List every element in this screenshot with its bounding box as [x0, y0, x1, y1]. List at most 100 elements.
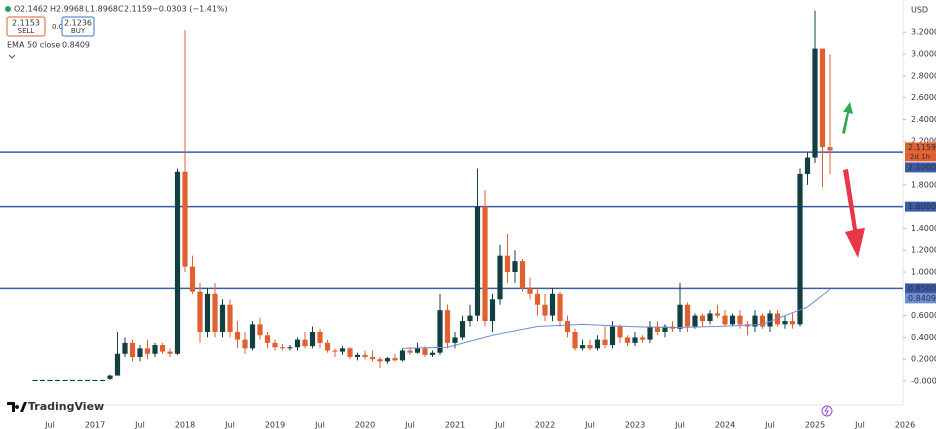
x-tick-label: 2024: [715, 421, 735, 429]
candle-body: [77, 379, 83, 382]
last-price-label: 2.1159: [908, 143, 936, 152]
last-price-label-box: [905, 142, 936, 153]
hline-label: 2.1000: [908, 163, 936, 172]
ohlc-value: 1.8968: [90, 5, 118, 14]
ohlc-label: C: [118, 5, 124, 14]
candle-body: [752, 315, 758, 327]
hline-label: 1.6000: [908, 202, 936, 211]
candle-body: [377, 359, 383, 362]
candle-body: [429, 352, 436, 355]
candle-body: [474, 206, 481, 316]
candle-body: [129, 342, 136, 358]
candle-body: [137, 348, 143, 358]
x-tick-label: 2022: [535, 421, 555, 429]
candle-body: [84, 379, 91, 382]
candle-body: [212, 293, 218, 332]
candle-body: [167, 351, 173, 354]
candle-body: [414, 348, 421, 353]
y-tick-label: 0.2000: [911, 355, 936, 364]
candle-body: [332, 350, 338, 352]
candle-body: [797, 173, 803, 325]
candle-body: [489, 299, 496, 322]
candle-body: [782, 321, 788, 325]
y-tick-label: 1.2000: [911, 246, 936, 255]
x-tick-label: Jul: [584, 421, 595, 429]
hline-label-box: [905, 162, 936, 173]
y-tick-label: 2.6000: [911, 93, 936, 102]
candle-body: [767, 313, 773, 327]
candle-body: [399, 350, 406, 361]
candle-body: [242, 339, 248, 349]
candle-body: [234, 331, 241, 340]
x-tick-label: 2025: [805, 421, 825, 429]
candle-body: [549, 293, 556, 316]
candle-body: [54, 379, 61, 382]
candle-body: [617, 326, 623, 338]
event-icon[interactable]: [821, 405, 833, 417]
candle-body: [804, 157, 811, 174]
currency: USD: [911, 6, 928, 15]
x-tick-label: Jul: [674, 421, 685, 429]
countdown: 2d 1h: [910, 153, 930, 161]
candle-body: [204, 293, 211, 332]
candle-body: [707, 313, 713, 322]
candle-body: [197, 291, 203, 332]
candle-body: [174, 171, 181, 354]
collapse-icon[interactable]: [8, 54, 16, 59]
hline-label-box: [905, 283, 936, 294]
buy-button[interactable]: [61, 16, 95, 37]
candle-body: [309, 331, 316, 347]
x-tick-label: 2021: [445, 421, 465, 429]
ohlc-value: 2.1159: [124, 5, 152, 14]
candle-body: [122, 342, 128, 354]
status-icon: [5, 6, 11, 12]
brand: TradingView: [28, 400, 104, 413]
candle-body: [609, 326, 616, 346]
candle-body: [684, 304, 691, 327]
candle-body: [347, 348, 353, 358]
candle-body: [317, 331, 323, 343]
candle-body: [437, 310, 443, 353]
x-tick-label: 2019: [265, 421, 285, 429]
candle-body: [677, 304, 683, 329]
candle-body: [227, 304, 233, 332]
candle-body: [759, 315, 766, 327]
sell-price: 2.1153: [12, 19, 40, 28]
candle-body: [92, 379, 98, 382]
candle-body: [534, 293, 541, 305]
ohlc-label: O: [14, 5, 20, 14]
candle-body: [422, 348, 428, 355]
x-tick-label: 2023: [625, 421, 645, 429]
candle-body: [639, 337, 646, 340]
plot-area: [0, 10, 903, 382]
candle-body: [62, 379, 68, 382]
x-tick-label: 2018: [175, 421, 195, 429]
y-tick-label: 1.8000: [911, 180, 936, 189]
up-arrow: [842, 102, 853, 134]
candle-body: [572, 331, 578, 349]
x-tick-label: Jul: [224, 421, 235, 429]
ohlc-value: 2.1462: [20, 5, 48, 14]
candle-body: [114, 353, 121, 376]
candle-body: [324, 342, 331, 351]
candle-body: [287, 347, 293, 349]
candle-body: [294, 339, 301, 348]
sell-button[interactable]: [6, 16, 46, 37]
candle-body: [692, 315, 698, 327]
ohlc-label: L: [85, 5, 90, 14]
x-tick-label: Jul: [404, 421, 415, 429]
ema-line: [402, 288, 831, 349]
event-icon-bolt: [824, 406, 829, 416]
candle-body: [354, 354, 361, 358]
candle-body: [339, 348, 346, 352]
y-tick-label: 2.8000: [911, 71, 936, 80]
candle-body: [512, 261, 518, 273]
candle-body: [39, 379, 46, 382]
candle-body: [159, 345, 166, 352]
candle-body: [182, 171, 188, 267]
down-arrow: [843, 169, 865, 258]
candle-body: [624, 337, 631, 343]
ema-label: 0.8409: [908, 294, 936, 303]
